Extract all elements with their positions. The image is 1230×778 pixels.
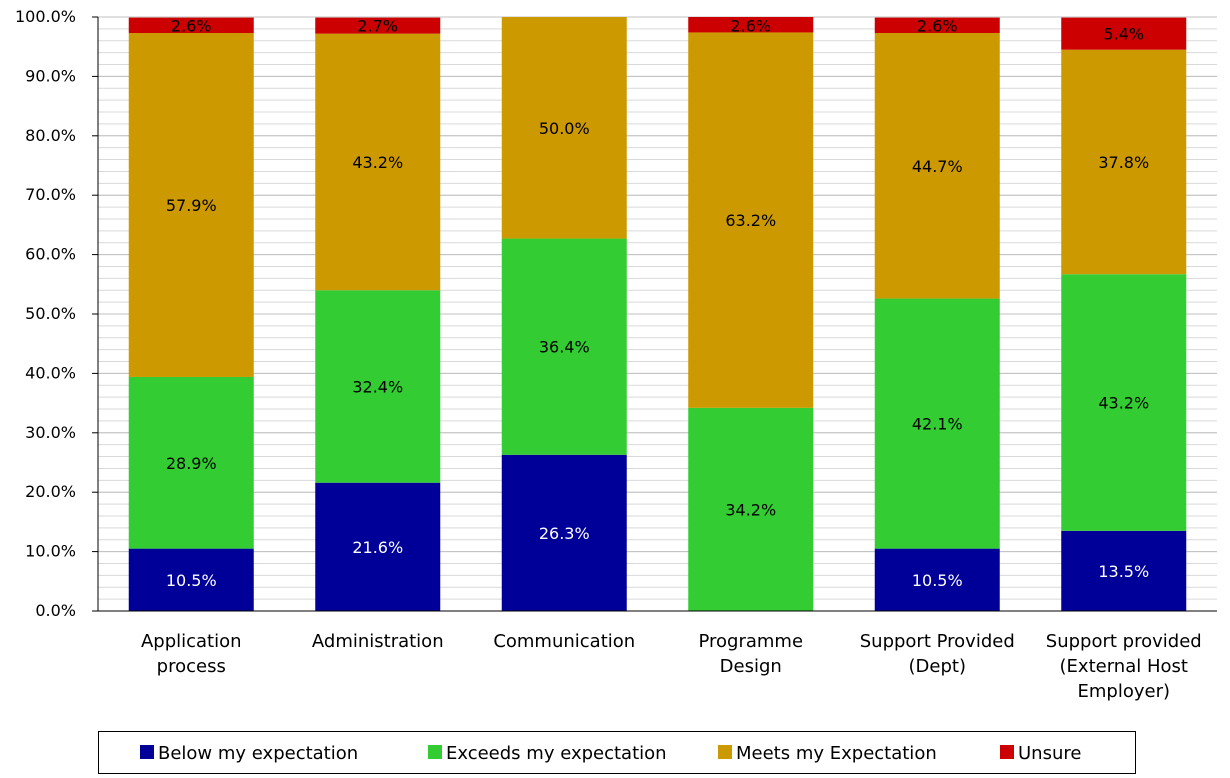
bar-segment [315, 482, 441, 611]
data-label: 44.7% [912, 157, 963, 176]
y-tick-label: 70.0% [25, 185, 76, 204]
x-category-label: Employer) [1078, 681, 1171, 702]
bar-segment [688, 32, 814, 408]
data-label: 37.8% [1098, 153, 1149, 172]
legend-swatch [428, 745, 442, 759]
y-tick-label: 40.0% [25, 363, 76, 382]
y-tick-label: 80.0% [25, 126, 76, 145]
bar-segment [688, 407, 814, 611]
data-label: 50.0% [539, 119, 590, 138]
bar-segment [1061, 274, 1187, 531]
bar-segment [874, 548, 1000, 611]
data-label: 36.4% [539, 338, 590, 357]
legend-swatch [1000, 745, 1014, 759]
bar-segment [1061, 49, 1187, 275]
x-category-label: Design [720, 656, 782, 677]
x-category-label: process [157, 656, 226, 677]
data-label: 13.5% [1098, 562, 1149, 581]
y-tick-label: 90.0% [25, 66, 76, 85]
data-label: 34.2% [725, 500, 776, 519]
bar-segment [501, 238, 627, 455]
data-label: 57.9% [166, 196, 217, 215]
legend-swatch [718, 745, 732, 759]
bar-segment [501, 17, 627, 239]
x-category-label: Support Provided [860, 631, 1015, 652]
legend-label: Below my expectation [158, 743, 358, 764]
bar-segment [874, 33, 1000, 299]
y-tick-label: 50.0% [25, 304, 76, 323]
data-label: 28.9% [166, 454, 217, 473]
data-label: 42.1% [912, 415, 963, 434]
x-category-label: Administration [312, 631, 444, 652]
legend-label: Meets my Expectation [736, 743, 937, 764]
x-category-label: Support provided [1046, 631, 1202, 652]
legend-swatch [140, 745, 154, 759]
y-tick-label: 10.0% [25, 542, 76, 561]
bar-segment [128, 17, 254, 34]
data-label: 10.5% [912, 571, 963, 590]
data-label: 2.6% [730, 16, 771, 35]
data-label: 43.2% [1098, 394, 1149, 413]
bar-segment [874, 298, 1000, 549]
data-label: 43.2% [352, 153, 403, 172]
bar-segment [688, 17, 814, 33]
data-label: 2.6% [171, 16, 212, 35]
bar-segment [128, 376, 254, 549]
bar-segment [315, 17, 441, 34]
x-category-label: Application [141, 631, 242, 652]
bar-segment [315, 33, 441, 291]
bar-segment [128, 548, 254, 611]
y-tick-label: 60.0% [25, 245, 76, 264]
x-category-label: Programme [698, 631, 803, 652]
x-category-label: Communication [493, 631, 635, 652]
data-label: 26.3% [539, 524, 590, 543]
bar-segment [1061, 17, 1187, 50]
data-label: 5.4% [1103, 25, 1144, 44]
x-category-label: (External Host [1060, 656, 1188, 677]
data-label: 32.4% [352, 377, 403, 396]
legend-label: Unsure [1018, 743, 1081, 764]
data-label: 10.5% [166, 571, 217, 590]
y-tick-label: 100.0% [15, 7, 76, 26]
y-tick-label: 0.0% [35, 601, 76, 620]
bar-segment [315, 290, 441, 483]
data-label: 2.7% [357, 17, 398, 36]
x-category-label: (Dept) [909, 656, 966, 677]
bar-segment [874, 17, 1000, 34]
y-tick-label: 30.0% [25, 423, 76, 442]
data-label: 21.6% [352, 538, 403, 557]
data-label: 63.2% [725, 211, 776, 230]
y-tick-label: 20.0% [25, 482, 76, 501]
data-label: 2.6% [917, 16, 958, 35]
legend-label: Exceeds my expectation [446, 743, 667, 764]
bar-segment [1061, 530, 1187, 611]
bar-segment [501, 454, 627, 611]
bar-segment [128, 33, 254, 377]
